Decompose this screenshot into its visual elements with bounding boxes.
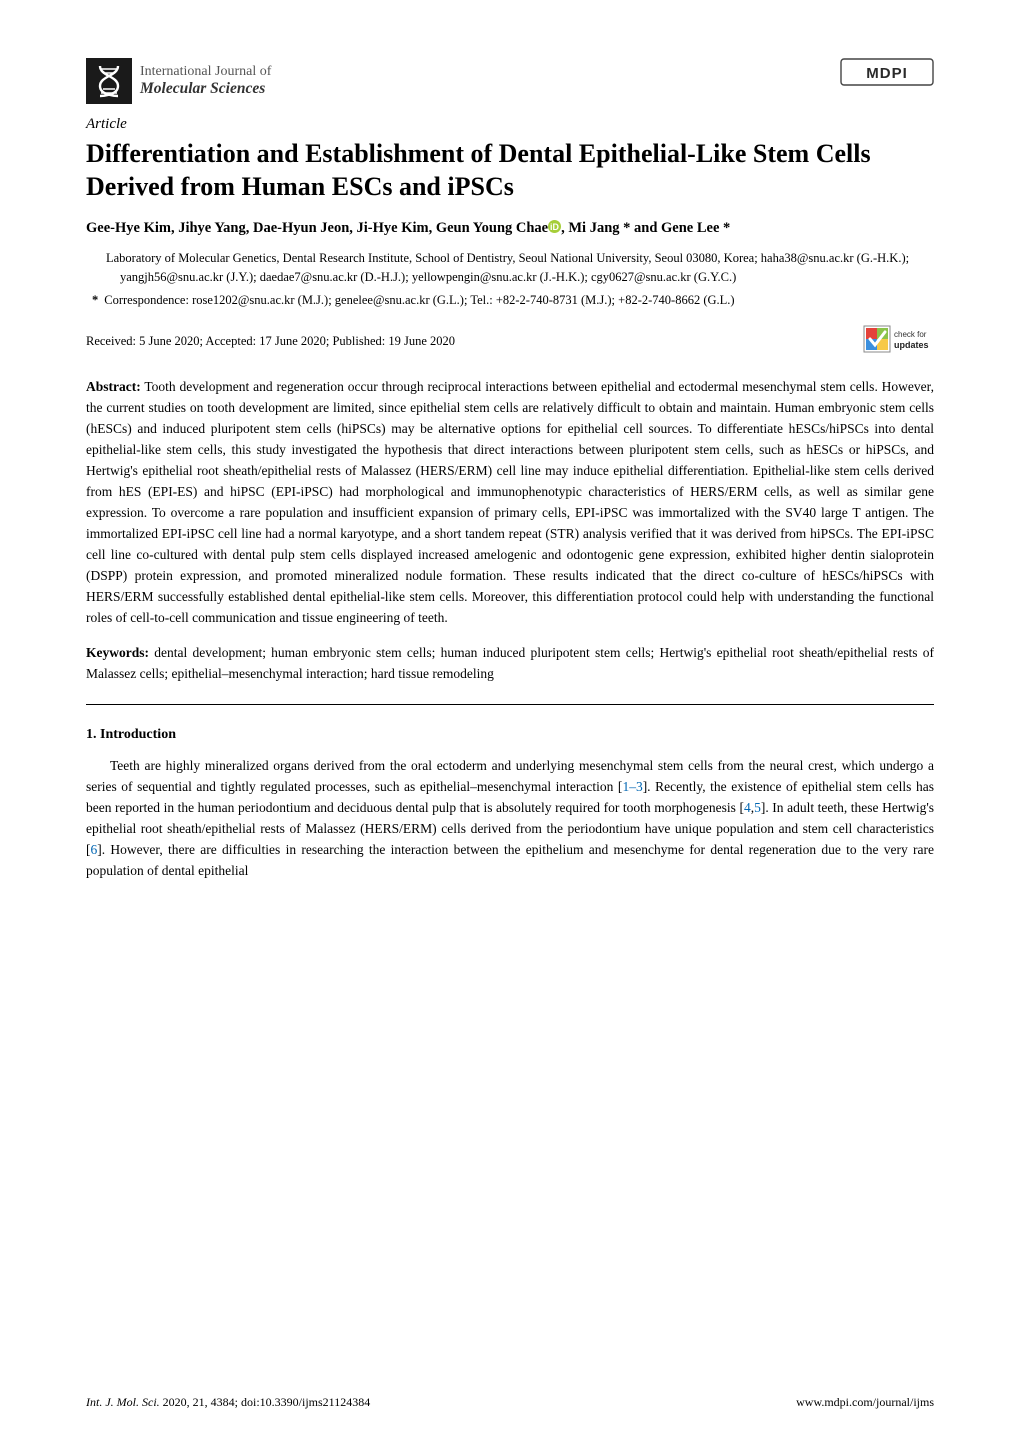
journal-name-line2: Molecular Sciences [140, 80, 271, 98]
authors-text-tail: , Mi Jang * and Gene Lee * [561, 220, 730, 236]
correspondence-block: * Correspondence: rose1202@snu.ac.kr (M.J… [92, 291, 934, 310]
footer-journal-url[interactable]: www.mdpi.com/journal/ijms [796, 1395, 934, 1410]
intro-text-4: ]. However, there are difficulties in re… [86, 842, 934, 878]
orcid-icon[interactable]: iD [548, 220, 561, 233]
publication-dates: Received: 5 June 2020; Accepted: 17 June… [86, 334, 455, 349]
abstract-paragraph: Abstract: Tooth development and regenera… [86, 376, 934, 629]
svg-text:iD: iD [550, 221, 559, 231]
article-type-label: Article [86, 116, 934, 133]
svg-text:check for: check for [894, 330, 927, 339]
journal-title-text: International Journal of Molecular Scien… [140, 64, 271, 98]
author-list: Gee-Hye Kim, Jihye Yang, Dae-Hyun Jeon, … [86, 218, 934, 240]
keywords-body: dental development; human embryonic stem… [86, 645, 934, 681]
mdpi-logo-icon: MDPI [840, 58, 934, 86]
keywords-paragraph: Keywords: dental development; human embr… [86, 642, 934, 684]
article-title: Differentiation and Establishment of Den… [86, 137, 934, 204]
keywords-heading: Keywords: [86, 645, 149, 660]
page-footer: Int. J. Mol. Sci. 2020, 21, 4384; doi:10… [86, 1389, 934, 1410]
introduction-paragraph: Teeth are highly mineralized organs deri… [86, 755, 934, 881]
journal-dna-logo-icon [86, 58, 132, 104]
affiliation-text: Laboratory of Molecular Genetics, Dental… [106, 249, 934, 287]
authors-text: Gee-Hye Kim, Jihye Yang, Dae-Hyun Jeon, … [86, 220, 548, 236]
correspondence-text: Correspondence: rose1202@snu.ac.kr (M.J.… [104, 293, 734, 307]
citation-link-1-3[interactable]: 1–3 [622, 779, 642, 794]
correspondence-marker: * [92, 293, 98, 307]
dates-row: Received: 5 June 2020; Accepted: 17 June… [86, 324, 934, 360]
svg-text:MDPI: MDPI [866, 65, 908, 82]
footer-left: Int. J. Mol. Sci. 2020, 21, 4384; doi:10… [86, 1395, 370, 1410]
crossmark-check-updates-icon[interactable]: check for updates [862, 324, 934, 360]
citation-link-4[interactable]: 4 [744, 800, 751, 815]
footer-citation: 2020, 21, 4384; doi:10.3390/ijms21124384 [160, 1395, 371, 1409]
page-header: International Journal of Molecular Scien… [86, 58, 934, 104]
journal-block: International Journal of Molecular Scien… [86, 58, 271, 104]
citation-link-5[interactable]: 5 [754, 800, 761, 815]
abstract-heading: Abstract: [86, 379, 141, 394]
svg-text:updates: updates [894, 340, 929, 350]
journal-name-line1: International Journal of [140, 64, 271, 80]
abstract-body: Tooth development and regeneration occur… [86, 379, 934, 626]
introduction-heading: 1. Introduction [86, 727, 934, 743]
footer-journal-abbrev: Int. J. Mol. Sci. [86, 1395, 160, 1409]
section-divider [86, 704, 934, 705]
